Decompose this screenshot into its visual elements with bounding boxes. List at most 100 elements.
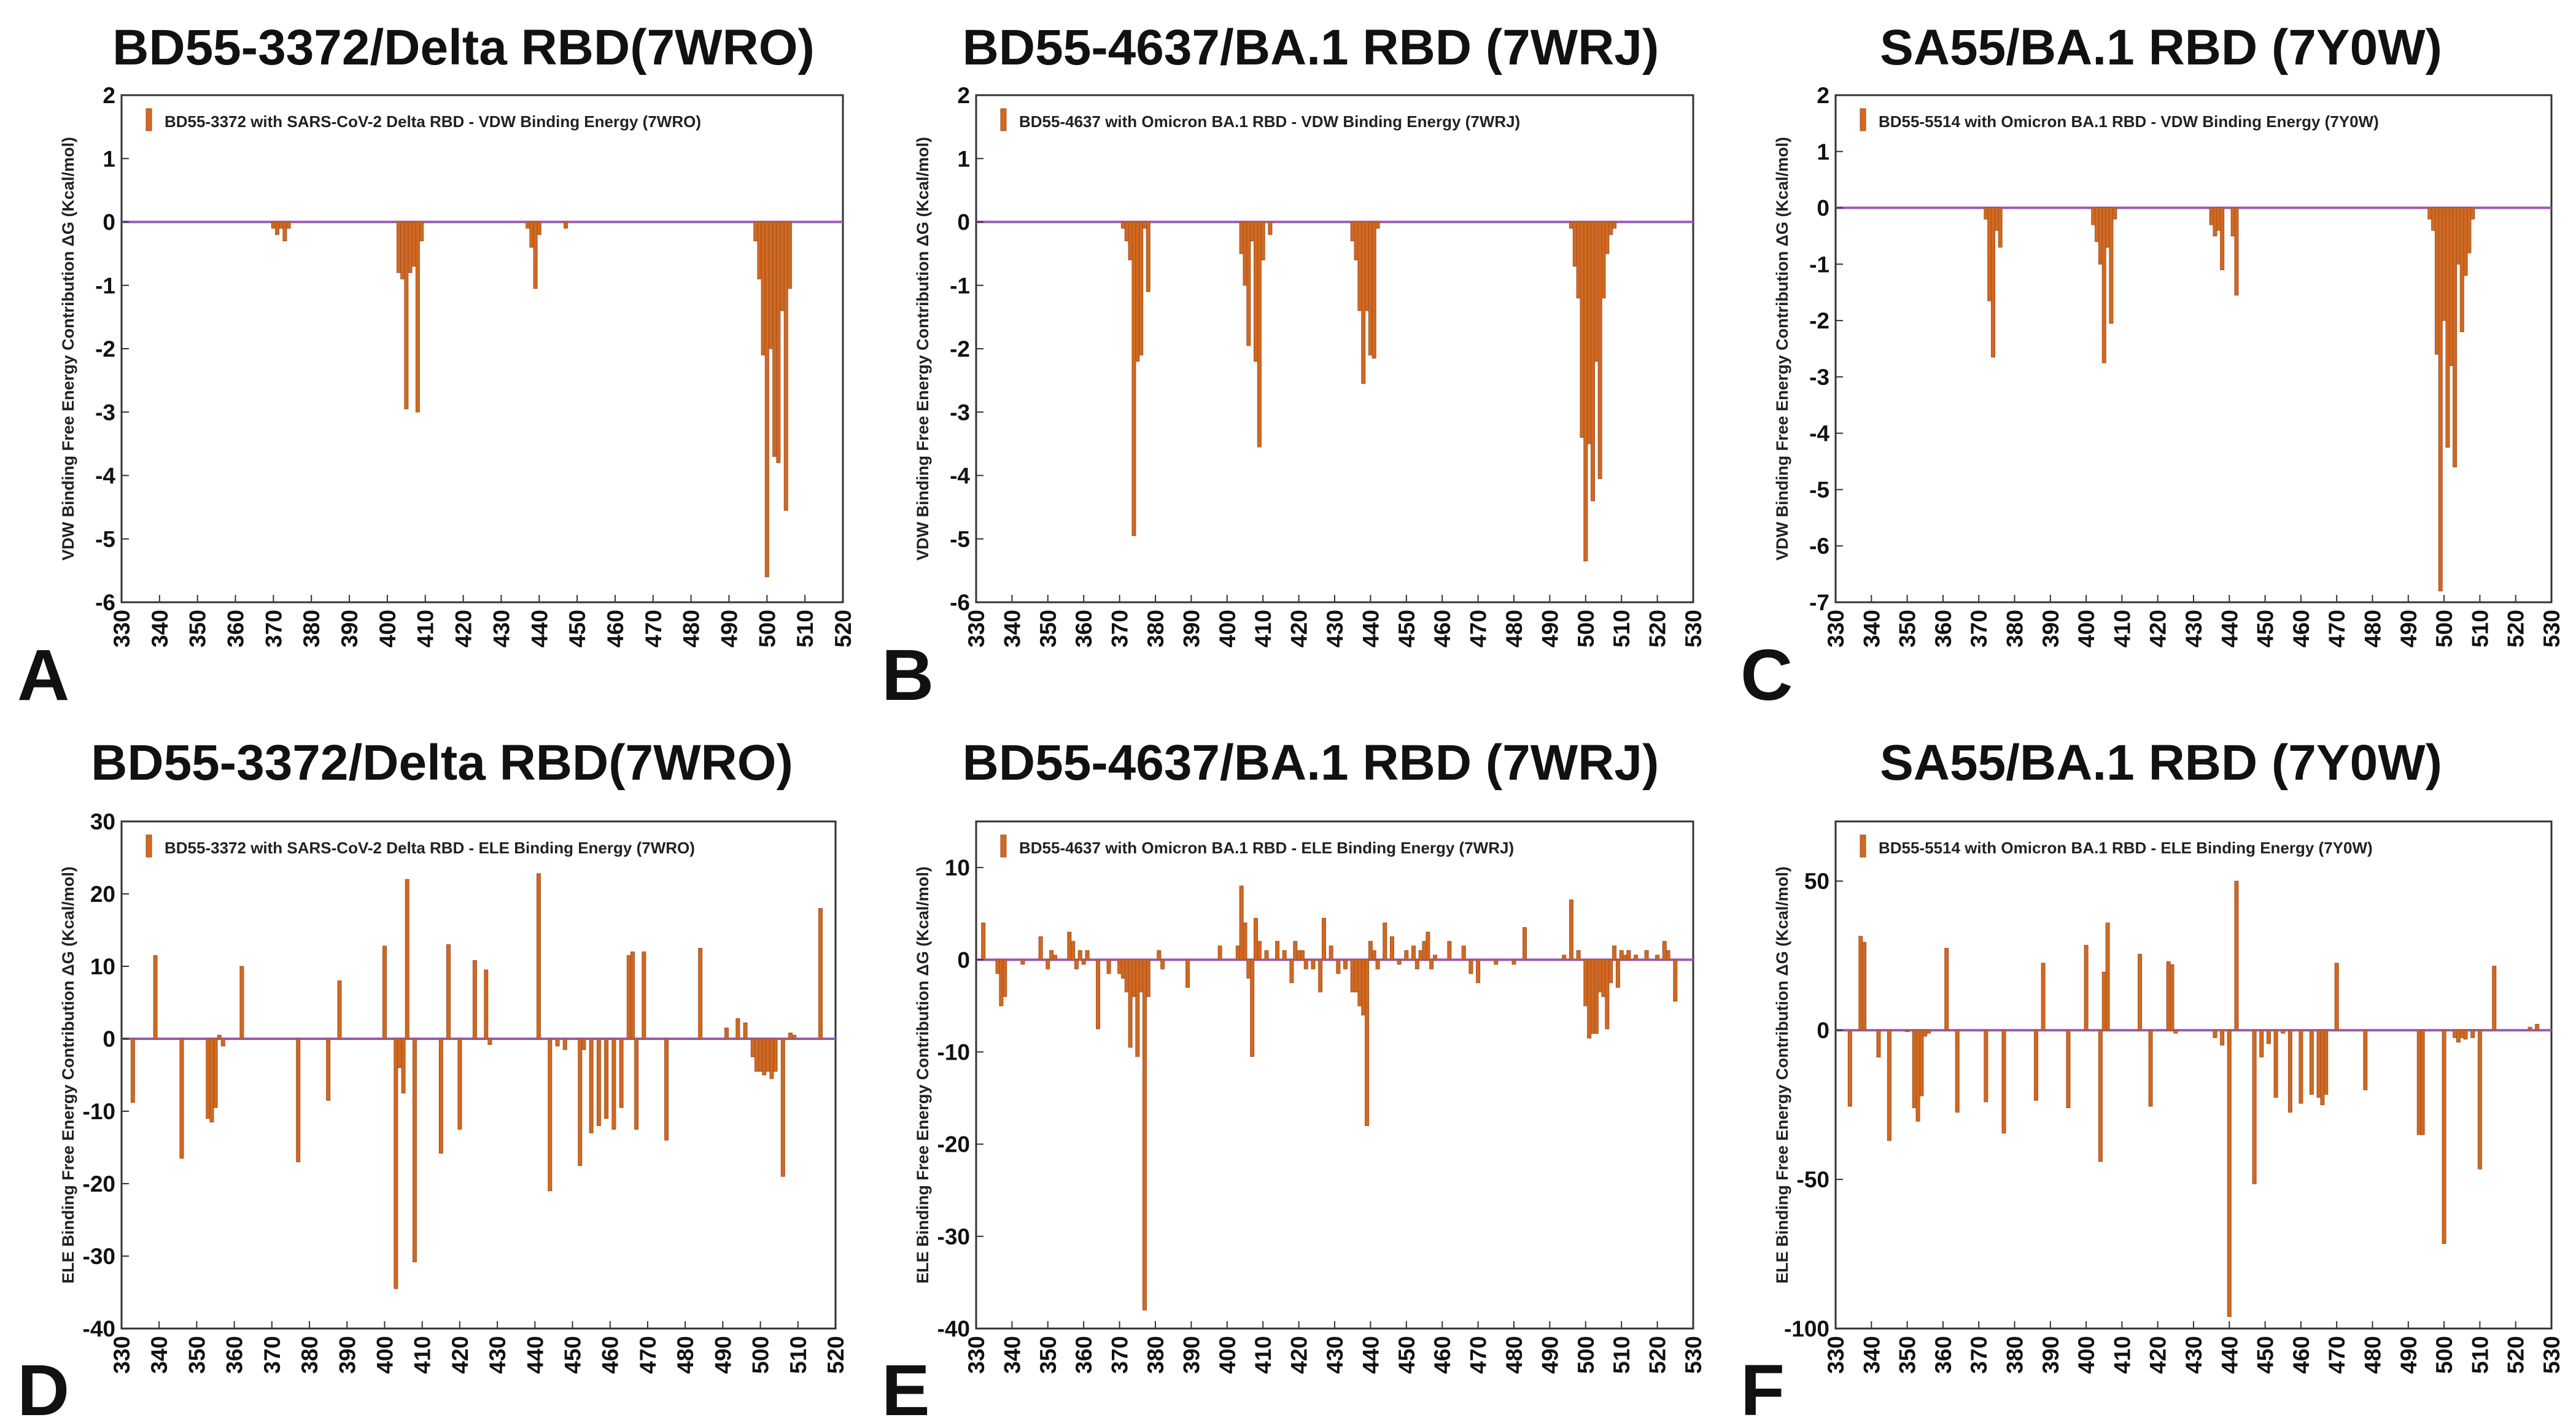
bar: [769, 222, 773, 349]
bar: [275, 222, 280, 235]
legend-label: BD55-3372 with SARS-CoV-2 Delta RBD - VD…: [165, 112, 701, 131]
y-tick-label: -3: [1809, 365, 1829, 390]
bar: [2166, 961, 2171, 1031]
bar: [2234, 208, 2239, 296]
x-tick-label: 330: [109, 1336, 134, 1374]
x-tick-label: 430: [2181, 610, 2206, 648]
x-tick-label: 330: [1823, 1336, 1849, 1374]
x-tick-label: 460: [1430, 1336, 1455, 1374]
bar: [626, 955, 631, 1039]
bar: [1418, 950, 1423, 960]
y-tick-label: -10: [83, 1099, 115, 1124]
x-tick-label: 450: [1394, 1336, 1419, 1374]
bar: [213, 1038, 218, 1108]
bar: [1131, 222, 1136, 537]
bar: [2220, 208, 2225, 271]
bar: [529, 222, 534, 248]
x-tick-label: 470: [2324, 610, 2349, 648]
bar: [1185, 959, 1190, 988]
bar: [2273, 1030, 2278, 1098]
bar: [2299, 1030, 2303, 1104]
bar: [1905, 1030, 1910, 1033]
bar: [2434, 208, 2439, 355]
bar: [634, 1038, 639, 1130]
bar: [1371, 222, 1376, 359]
legend-swatch: [1000, 834, 1007, 858]
bar: [1250, 959, 1255, 1057]
y-tick-label: -4: [1809, 421, 1829, 446]
bar: [2234, 880, 2239, 1031]
bar: [1368, 941, 1373, 960]
bar: [1587, 959, 1592, 1039]
x-tick-label: 470: [641, 610, 666, 648]
bar: [405, 879, 409, 1039]
x-tick-label: 480: [673, 1336, 698, 1374]
bar: [1375, 222, 1380, 229]
bar: [1321, 918, 1326, 960]
bar: [1046, 959, 1050, 969]
x-tick-label: 440: [1358, 1336, 1383, 1374]
bar: [818, 908, 823, 1039]
legend-swatch: [1860, 834, 1866, 858]
bar: [1991, 208, 1996, 358]
bar: [2098, 1030, 2103, 1162]
x-tick-label: 490: [1537, 610, 1562, 648]
bar: [1984, 1030, 1988, 1103]
y-tick-label: 1: [103, 146, 115, 171]
bar: [564, 222, 568, 229]
bar: [1433, 955, 1438, 960]
bar: [438, 1038, 443, 1154]
bar: [1397, 959, 1402, 965]
bar: [1160, 959, 1165, 969]
bar: [2112, 208, 2117, 220]
bar: [1876, 1030, 1881, 1058]
x-tick-label: 430: [1322, 1336, 1348, 1374]
bar: [2363, 1030, 2368, 1090]
bar: [2101, 971, 2106, 1031]
bar: [1038, 936, 1043, 960]
chart-title: BD55-4637/BA.1 RBD (7WRJ): [963, 20, 1659, 76]
x-tick-label: 530: [1681, 610, 1706, 648]
x-tick-label: 480: [1502, 1336, 1527, 1374]
y-tick-label: 2: [1817, 83, 1829, 108]
x-tick-label: 360: [1071, 1336, 1096, 1374]
bar: [1282, 950, 1287, 960]
bar: [1117, 959, 1122, 974]
x-tick-label: 470: [635, 1336, 661, 1374]
bar: [2431, 208, 2436, 231]
x-tick-label: 360: [222, 1336, 247, 1374]
bar: [533, 222, 538, 289]
bar: [1608, 222, 1613, 235]
bar: [2170, 964, 2174, 1031]
bar: [1655, 955, 1660, 960]
y-tick-label: -50: [1797, 1167, 1829, 1192]
y-tick-label: -2: [950, 336, 970, 362]
x-tick-label: 390: [337, 610, 362, 648]
bar: [1257, 222, 1262, 448]
bar: [1572, 222, 1577, 267]
bar: [2084, 945, 2089, 1031]
bar: [1139, 222, 1144, 355]
x-tick-label: 510: [1609, 610, 1634, 648]
x-tick-label: 370: [1108, 1336, 1133, 1374]
bar: [1368, 222, 1373, 355]
x-tick-label: 400: [1215, 1336, 1240, 1374]
y-tick-label: -2: [1809, 308, 1829, 333]
x-tick-label: 450: [2253, 610, 2278, 648]
bar: [772, 222, 777, 457]
bar: [1926, 1030, 1931, 1034]
x-tick-label: 380: [299, 610, 324, 648]
bar: [2470, 208, 2475, 220]
bar: [548, 1038, 553, 1192]
x-tick-label: 420: [448, 1336, 473, 1374]
y-tick-label: -5: [950, 527, 970, 552]
legend-label: BD55-5514 with Omicron BA.1 RBD - ELE Bi…: [1879, 839, 2373, 857]
bar: [619, 1038, 624, 1108]
bar: [2449, 208, 2454, 367]
bar: [1523, 927, 1527, 960]
bar: [217, 1034, 222, 1039]
bar: [2066, 1030, 2071, 1108]
bar: [630, 951, 635, 1039]
chart-panel-f: SA55/BA.1 RBD (7Y0W) F 330 340 350 360 370 380 3…: [1740, 735, 2564, 1428]
bar: [1106, 959, 1111, 974]
